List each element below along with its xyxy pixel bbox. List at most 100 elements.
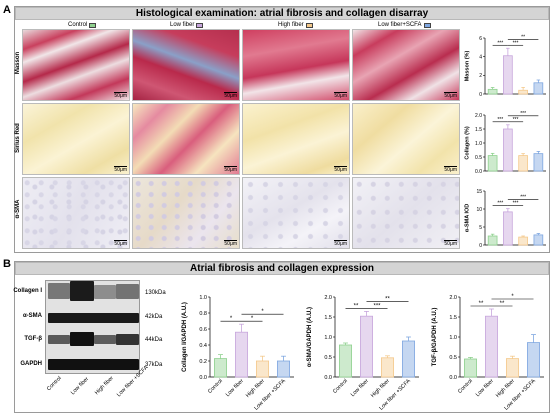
significance-stars: * (511, 294, 514, 300)
y-tick-label: 0 (479, 243, 482, 249)
legend-swatch (305, 22, 313, 28)
y-axis-label: α-SMA IOD (465, 204, 471, 233)
chart-asma-gapdh: α-SMA/GAPDH (A.U.) 0.0 0.5 1.0 1.5 2.0 Control… (307, 295, 419, 411)
y-tick-label: 0.6 (199, 327, 207, 333)
bar (487, 155, 498, 172)
y-tick-label: 1.5 (324, 315, 332, 321)
bar (506, 358, 519, 378)
significance-stars: *** (497, 117, 503, 123)
bar (487, 235, 498, 246)
blot-label-tgfb: TGF-β (24, 336, 42, 342)
row-label-masson: Masson (15, 51, 21, 75)
significance-stars: *** (520, 195, 526, 201)
bar (518, 89, 528, 95)
scale-bar: 50μm (334, 166, 347, 173)
panel-a-frame (14, 6, 550, 253)
y-tick-label: 6 (479, 36, 482, 42)
blot-kda: 130kDa (145, 290, 166, 296)
y-tick-label: 0.8 (199, 311, 207, 317)
y-tick-label: 0.4 (199, 343, 207, 349)
legend-label: Low fiber+SCFA (378, 22, 422, 28)
y-tick-label: 0.0 (475, 169, 482, 175)
y-tick-label: 5 (479, 225, 482, 231)
blot-label-gapdh: GAPDH (20, 361, 42, 367)
bar (485, 315, 498, 378)
micrograph-sirius-low-fiber: 50μm (132, 103, 240, 175)
y-tick-label: 0.0 (199, 375, 207, 381)
y-tick-label: 0.5 (324, 355, 332, 361)
scale-bar: 50μm (224, 166, 237, 173)
x-tick-label: Control (207, 378, 224, 395)
scale-bar: 50μm (114, 166, 127, 173)
bar (533, 82, 544, 95)
bar (518, 155, 528, 172)
blot-band (48, 283, 70, 299)
bar (527, 342, 540, 378)
micrograph-asma-high-fiber: 50μm (242, 177, 350, 249)
bar (533, 234, 544, 246)
blot-band (94, 285, 116, 299)
bar (381, 357, 394, 378)
x-tick-label: Low fiber (475, 378, 495, 398)
blot-band (70, 281, 94, 301)
panel-b-letter: B (3, 258, 11, 270)
y-tick-label: 2.0 (324, 295, 332, 301)
bar (533, 153, 544, 172)
legend-label: Control (68, 22, 88, 28)
y-tick-label: 0.0 (324, 375, 332, 381)
micrograph-sirius-high-fiber: 50μm (242, 103, 350, 175)
chart-tgfb-gapdh: TGF-β/GAPDH (A.U.) 0.0 0.5 1.0 1.5 2.0 Control… (432, 294, 544, 411)
blot-band (70, 332, 94, 346)
x-tick-label: High fiber (495, 378, 516, 399)
scale-bar: 50μm (444, 240, 457, 247)
blot-label-asma: α-SMA (22, 313, 42, 319)
micrograph-masson-low-fiber-scfa: 50μm (352, 29, 460, 101)
scale-bar: 50μm (114, 92, 127, 99)
y-tick-label: 2.0 (475, 113, 482, 119)
significance-stars: ** (385, 296, 390, 302)
blot-kda: 37kDa (145, 362, 163, 368)
scale-bar: 50μm (444, 166, 457, 173)
legend-swatch (423, 22, 431, 28)
y-axis-label: Masson (%) (465, 51, 471, 82)
bar (339, 344, 352, 378)
y-tick-label: 0.5 (475, 155, 482, 161)
significance-stars: *** (497, 40, 503, 46)
bar (487, 88, 498, 95)
y-tick-label: 0.2 (199, 359, 207, 365)
micrograph-asma-low-fiber-scfa: 50μm (352, 177, 460, 249)
x-tick-label: Low fiber (225, 378, 245, 398)
chart-collagen: Collagen (%)0.00.51.01.52.0*** ****** (465, 111, 546, 175)
significance-stars: *** (513, 40, 519, 46)
blot-band (116, 334, 139, 345)
blot-band (94, 335, 116, 344)
y-tick-label: 15 (476, 189, 482, 195)
x-tick-label: Control (332, 378, 349, 395)
micrograph-sirius-control: 50μm (22, 103, 130, 175)
legend-swatch (196, 22, 204, 28)
significance-stars: * (251, 316, 254, 322)
micrograph-masson-low-fiber: 50μm (132, 29, 240, 101)
bar (503, 55, 513, 95)
y-axis-label: TGF-β/GAPDH (A.U.) (432, 308, 438, 367)
bar (402, 340, 415, 378)
blot-band (48, 335, 70, 344)
y-tick-label: 4 (479, 54, 482, 60)
significance-stars: ** (479, 301, 484, 307)
significance-stars: ** (500, 301, 505, 307)
significance-stars: *** (520, 111, 526, 117)
y-tick-label: 0.0 (449, 375, 457, 381)
y-axis-label: α-SMA/GAPDH (A.U.) (307, 307, 313, 367)
bar (256, 360, 269, 378)
micrograph-asma-control: 50μm (22, 177, 130, 249)
scale-bar: 50μm (444, 92, 457, 99)
micrograph-sirius-low-fiber-scfa: 50μm (352, 103, 460, 175)
y-tick-label: 1.0 (199, 295, 207, 301)
row-label-sirius-red: Sirius Red (15, 123, 21, 153)
y-axis-label: Collagen I/GAPDH (A.U.) (182, 302, 188, 372)
scale-bar: 50μm (334, 240, 347, 247)
legend-control: Control (68, 22, 97, 28)
blot-band (116, 284, 139, 299)
blot-band (48, 359, 139, 370)
y-tick-label: 0 (479, 92, 482, 98)
